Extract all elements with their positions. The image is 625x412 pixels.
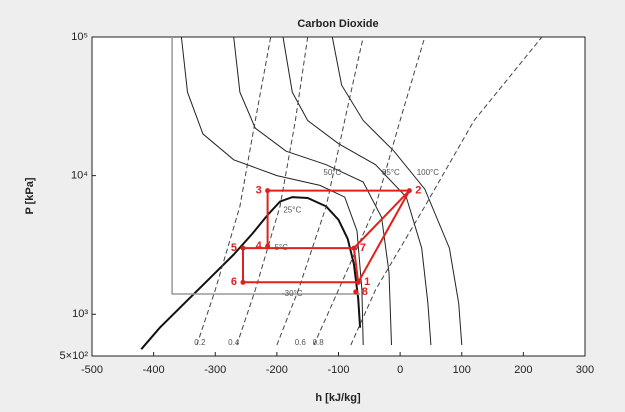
annotation: 50°C	[323, 168, 341, 177]
cycle-point	[351, 245, 357, 251]
annotation: 0.8	[313, 338, 325, 347]
point-label: 6	[231, 276, 237, 288]
plot-area	[91, 36, 586, 357]
curve	[196, 36, 272, 346]
y-axis-label: P [kPa]	[24, 177, 36, 214]
point-label: 8	[362, 286, 368, 298]
cycle-point	[353, 289, 359, 295]
y-tick-label: 10⁴	[71, 170, 88, 182]
curve	[171, 37, 361, 295]
y-tick-label: 10³	[72, 308, 88, 320]
curve	[313, 36, 426, 346]
curve	[331, 36, 463, 346]
curve	[282, 36, 432, 346]
curve	[276, 36, 364, 346]
point-label: 1	[364, 276, 370, 288]
x-tick-label: -100	[327, 364, 349, 376]
x-tick-label: -300	[204, 364, 226, 376]
cycle-point	[406, 188, 412, 194]
point-label: 4	[256, 240, 263, 252]
cycle-point	[240, 279, 246, 285]
annotation: -5°C	[272, 243, 288, 252]
x-tick-label: 300	[576, 364, 594, 376]
annotation: 0.2	[194, 338, 206, 347]
x-axis-label: h [kJ/kg]	[315, 392, 361, 404]
cycle-point	[240, 245, 246, 251]
annotation: 25°C	[283, 206, 301, 215]
cycle-point	[265, 243, 271, 249]
y-tick-label: 5×10²	[60, 350, 89, 362]
curve	[350, 36, 543, 346]
annotation: 0.6	[295, 338, 307, 347]
point-label: 7	[360, 242, 366, 254]
x-tick-label: -200	[266, 364, 288, 376]
x-tick-label: 200	[514, 364, 532, 376]
x-tick-label: 0	[397, 364, 403, 376]
curve	[233, 36, 392, 346]
curve	[236, 36, 309, 346]
annotation: 85°C	[382, 168, 400, 177]
x-tick-label: -400	[143, 364, 165, 376]
x-tick-label: -500	[81, 364, 103, 376]
annotation: -30°C	[282, 289, 303, 298]
annotation: 0.4	[228, 338, 240, 347]
cycle-point	[265, 188, 271, 194]
chart-title: Carbon Dioxide	[297, 18, 378, 30]
curve	[180, 36, 364, 346]
point-label: 2	[415, 184, 421, 196]
cycle-point	[355, 279, 361, 285]
annotation: 100°C	[417, 168, 440, 177]
x-tick-label: 100	[453, 364, 471, 376]
point-label: 5	[231, 242, 237, 254]
y-tick-label: 10⁵	[71, 31, 88, 43]
curve	[140, 196, 362, 350]
point-label: 3	[256, 184, 262, 196]
